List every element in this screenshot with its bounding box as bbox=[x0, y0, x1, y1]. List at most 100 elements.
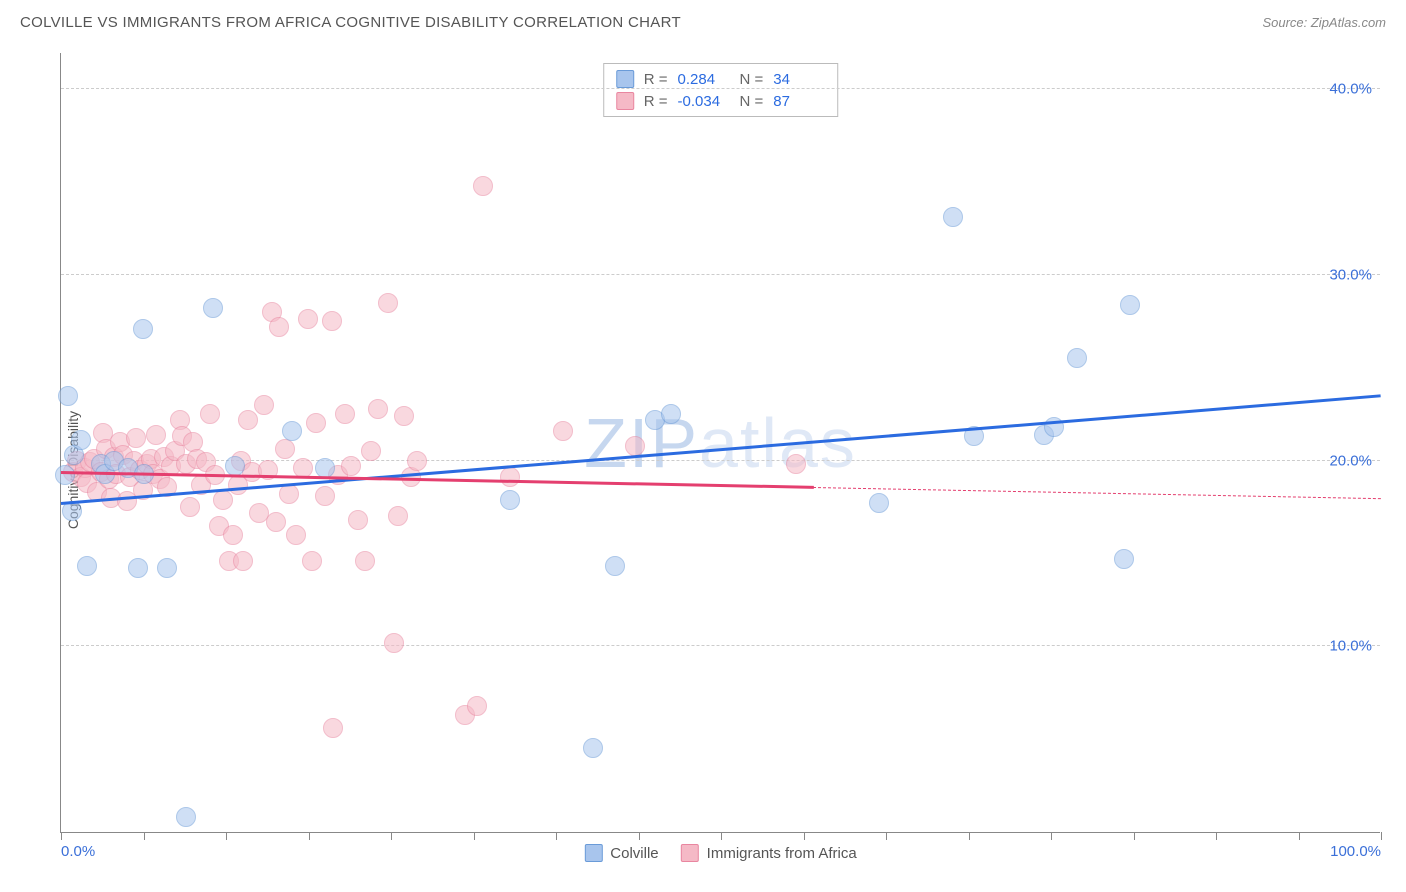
data-point bbox=[238, 410, 258, 430]
plot-area: ZIPatlas R =0.284N =34R =-0.034N =87 Col… bbox=[60, 53, 1380, 833]
legend-series-label: Immigrants from Africa bbox=[707, 845, 857, 862]
data-point bbox=[286, 525, 306, 545]
x-tick bbox=[1134, 832, 1135, 840]
data-point bbox=[361, 441, 381, 461]
x-tick bbox=[1216, 832, 1217, 840]
data-point bbox=[467, 696, 487, 716]
y-tick-label: 30.0% bbox=[1329, 266, 1372, 283]
r-label: R = bbox=[644, 71, 668, 88]
data-point bbox=[275, 439, 295, 459]
data-point bbox=[77, 556, 97, 576]
x-tick bbox=[391, 832, 392, 840]
source-attribution: Source: ZipAtlas.com bbox=[1262, 15, 1386, 30]
r-value: 0.284 bbox=[678, 71, 730, 88]
legend-series-item: Immigrants from Africa bbox=[681, 844, 857, 862]
header: COLVILLE VS IMMIGRANTS FROM AFRICA COGNI… bbox=[0, 0, 1406, 40]
data-point bbox=[315, 486, 335, 506]
data-point bbox=[133, 319, 153, 339]
x-tick bbox=[309, 832, 310, 840]
n-value: 34 bbox=[773, 71, 825, 88]
legend-swatch bbox=[616, 92, 634, 110]
data-point bbox=[355, 551, 375, 571]
x-tick bbox=[639, 832, 640, 840]
chart-container: Cognitive Disability ZIPatlas R =0.284N … bbox=[20, 48, 1386, 892]
chart-title: COLVILLE VS IMMIGRANTS FROM AFRICA COGNI… bbox=[20, 14, 681, 31]
data-point bbox=[500, 467, 520, 487]
data-point bbox=[71, 430, 91, 450]
data-point bbox=[306, 413, 326, 433]
data-point bbox=[298, 309, 318, 329]
data-point bbox=[378, 293, 398, 313]
data-point bbox=[661, 404, 681, 424]
data-point bbox=[384, 633, 404, 653]
n-value: 87 bbox=[773, 93, 825, 110]
data-point bbox=[233, 551, 253, 571]
r-value: -0.034 bbox=[678, 93, 730, 110]
gridline bbox=[61, 274, 1380, 275]
data-point bbox=[200, 404, 220, 424]
data-point bbox=[266, 512, 286, 532]
y-tick-label: 40.0% bbox=[1329, 81, 1372, 98]
gridline bbox=[61, 88, 1380, 89]
data-point bbox=[335, 404, 355, 424]
x-tick bbox=[1051, 832, 1052, 840]
data-point bbox=[348, 510, 368, 530]
y-tick-label: 20.0% bbox=[1329, 452, 1372, 469]
x-tick bbox=[969, 832, 970, 840]
legend-swatch bbox=[584, 844, 602, 862]
x-tick-label: 100.0% bbox=[1330, 843, 1381, 860]
data-point bbox=[388, 506, 408, 526]
n-label: N = bbox=[740, 71, 764, 88]
x-tick bbox=[721, 832, 722, 840]
data-point bbox=[279, 484, 299, 504]
data-point bbox=[341, 456, 361, 476]
legend-series: Colville Immigrants from Africa bbox=[584, 844, 856, 862]
data-point bbox=[553, 421, 573, 441]
x-tick-label: 0.0% bbox=[61, 843, 95, 860]
x-tick bbox=[474, 832, 475, 840]
data-point bbox=[176, 807, 196, 827]
data-point bbox=[1067, 348, 1087, 368]
data-point bbox=[473, 176, 493, 196]
x-tick bbox=[61, 832, 62, 840]
data-point bbox=[605, 556, 625, 576]
x-tick bbox=[804, 832, 805, 840]
data-point bbox=[302, 551, 322, 571]
x-tick bbox=[1381, 832, 1382, 840]
data-point bbox=[625, 436, 645, 456]
data-point bbox=[55, 465, 75, 485]
legend-series-label: Colville bbox=[610, 845, 658, 862]
legend-series-item: Colville bbox=[584, 844, 658, 862]
n-label: N = bbox=[740, 93, 764, 110]
gridline bbox=[61, 645, 1380, 646]
x-tick bbox=[226, 832, 227, 840]
data-point bbox=[394, 406, 414, 426]
data-point bbox=[128, 558, 148, 578]
legend-swatch bbox=[616, 70, 634, 88]
data-point bbox=[500, 490, 520, 510]
data-point bbox=[180, 497, 200, 517]
data-point bbox=[58, 386, 78, 406]
trend-line-extrapolated bbox=[813, 487, 1381, 499]
x-tick bbox=[1299, 832, 1300, 840]
data-point bbox=[368, 399, 388, 419]
legend-correlation-row: R = -0.034 N = 87 bbox=[616, 90, 826, 112]
data-point bbox=[213, 490, 233, 510]
data-point bbox=[254, 395, 274, 415]
data-point bbox=[869, 493, 889, 513]
data-point bbox=[223, 525, 243, 545]
data-point bbox=[282, 421, 302, 441]
x-tick bbox=[144, 832, 145, 840]
data-point bbox=[322, 311, 342, 331]
data-point bbox=[943, 207, 963, 227]
data-point bbox=[269, 317, 289, 337]
data-point bbox=[203, 298, 223, 318]
r-label: R = bbox=[644, 93, 668, 110]
x-tick bbox=[556, 832, 557, 840]
legend-correlation-row: R = 0.284 N = 34 bbox=[616, 68, 826, 90]
data-point bbox=[786, 454, 806, 474]
data-point bbox=[1120, 295, 1140, 315]
data-point bbox=[157, 558, 177, 578]
data-point bbox=[126, 428, 146, 448]
data-point bbox=[407, 451, 427, 471]
